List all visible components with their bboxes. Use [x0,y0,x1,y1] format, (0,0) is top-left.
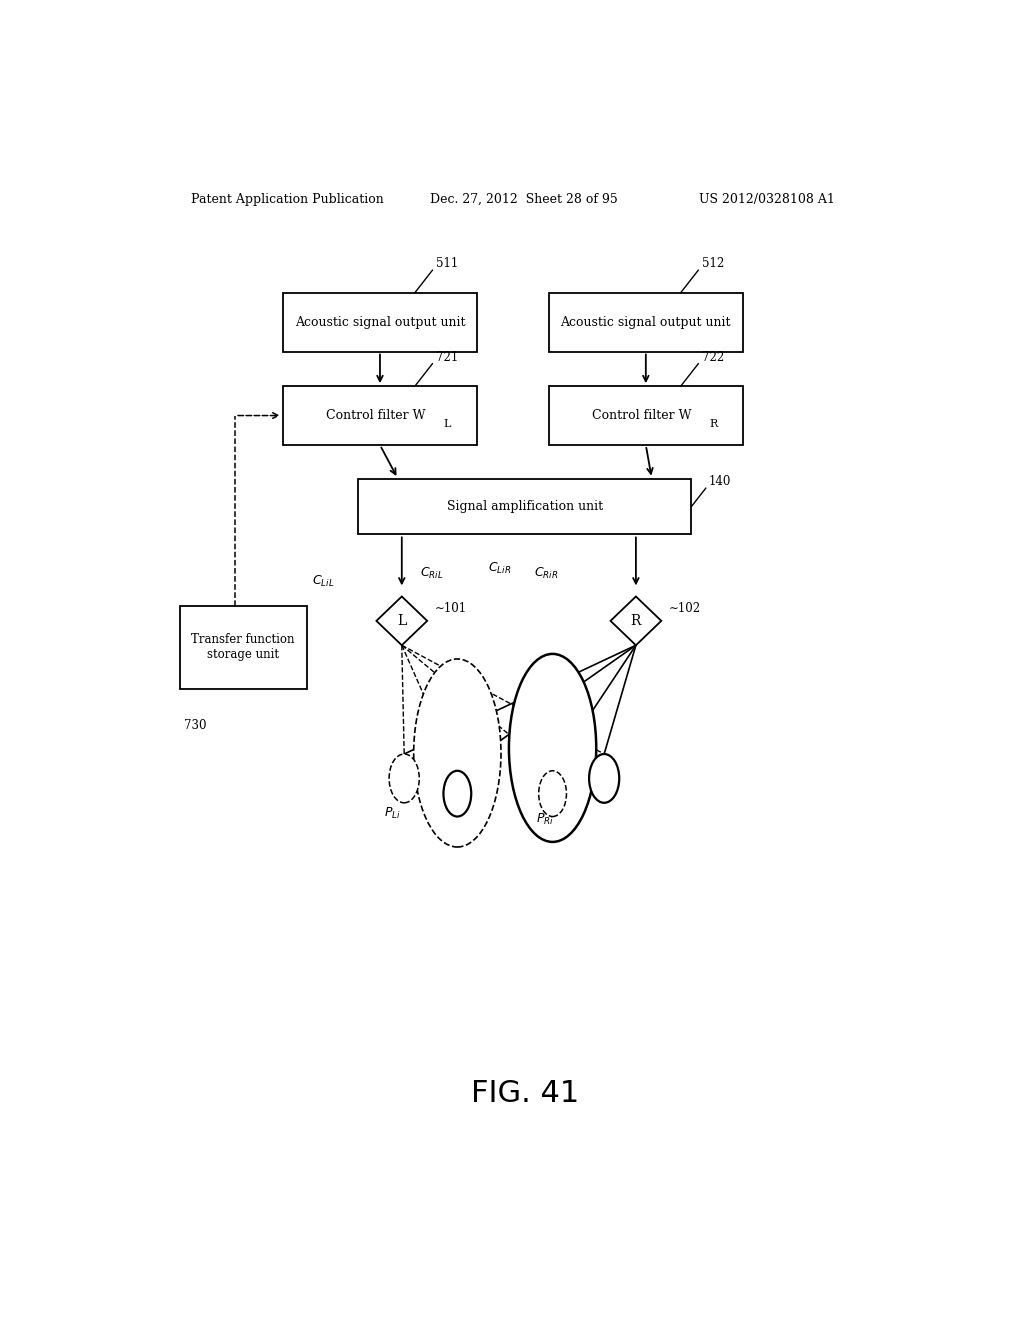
Ellipse shape [443,771,471,817]
Text: R: R [710,418,718,429]
Ellipse shape [389,754,419,803]
Text: Signal amplification unit: Signal amplification unit [446,500,603,513]
Text: L: L [443,418,452,429]
FancyBboxPatch shape [283,293,477,351]
Text: Transfer function
storage unit: Transfer function storage unit [191,634,295,661]
FancyBboxPatch shape [549,293,743,351]
Text: ∼101: ∼101 [435,602,467,615]
Text: $C_{LiL}$: $C_{LiL}$ [312,574,335,590]
Text: L: L [397,614,407,628]
FancyBboxPatch shape [179,606,306,689]
FancyBboxPatch shape [283,385,477,445]
Ellipse shape [589,754,620,803]
Text: Patent Application Publication: Patent Application Publication [191,193,384,206]
Text: 721: 721 [436,351,459,364]
Polygon shape [377,597,427,645]
Text: 140: 140 [709,475,731,488]
Text: R: R [631,614,641,628]
Polygon shape [610,597,662,645]
Text: Control filter W: Control filter W [327,409,426,422]
Text: $P_{Li}$: $P_{Li}$ [384,807,400,821]
Text: 730: 730 [183,719,206,733]
Text: Acoustic signal output unit: Acoustic signal output unit [560,315,731,329]
Text: 511: 511 [436,257,459,271]
Text: FIG. 41: FIG. 41 [471,1078,579,1107]
Text: 512: 512 [702,257,725,271]
Text: 722: 722 [702,351,725,364]
Ellipse shape [509,653,596,842]
FancyBboxPatch shape [549,385,743,445]
Text: US 2012/0328108 A1: US 2012/0328108 A1 [699,193,836,206]
Text: $C_{RiR}$: $C_{RiR}$ [535,566,559,581]
Text: ∼102: ∼102 [670,602,701,615]
Text: $P_{Ri}$: $P_{Ri}$ [536,812,554,828]
Text: $C_{LiR}$: $C_{LiR}$ [487,561,511,576]
Text: $C_{RiL}$: $C_{RiL}$ [420,566,443,581]
Ellipse shape [539,771,566,817]
Ellipse shape [414,659,501,847]
FancyBboxPatch shape [358,479,691,535]
Text: Acoustic signal output unit: Acoustic signal output unit [295,315,465,329]
Text: Dec. 27, 2012  Sheet 28 of 95: Dec. 27, 2012 Sheet 28 of 95 [430,193,617,206]
Text: Control filter W: Control filter W [592,409,691,422]
